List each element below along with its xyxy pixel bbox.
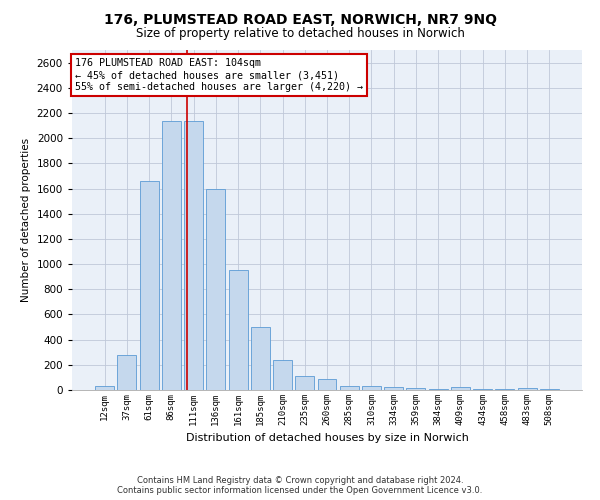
Bar xyxy=(451,388,470,390)
X-axis label: Distribution of detached houses by size in Norwich: Distribution of detached houses by size … xyxy=(185,434,469,444)
Bar xyxy=(317,378,337,390)
Y-axis label: Number of detached properties: Number of detached properties xyxy=(21,138,31,302)
Bar xyxy=(229,270,248,390)
Bar xyxy=(340,386,359,390)
Bar xyxy=(140,181,158,390)
Bar xyxy=(518,388,536,390)
Text: 176 PLUMSTEAD ROAD EAST: 104sqm
← 45% of detached houses are smaller (3,451)
55%: 176 PLUMSTEAD ROAD EAST: 104sqm ← 45% of… xyxy=(74,58,362,92)
Bar xyxy=(295,376,314,390)
Text: 176, PLUMSTEAD ROAD EAST, NORWICH, NR7 9NQ: 176, PLUMSTEAD ROAD EAST, NORWICH, NR7 9… xyxy=(104,12,497,26)
Bar xyxy=(118,354,136,390)
Text: Contains public sector information licensed under the Open Government Licence v3: Contains public sector information licen… xyxy=(118,486,482,495)
Bar xyxy=(95,386,114,390)
Text: Contains HM Land Registry data © Crown copyright and database right 2024.: Contains HM Land Registry data © Crown c… xyxy=(137,476,463,485)
Bar xyxy=(362,386,381,390)
Bar xyxy=(251,327,270,390)
Bar xyxy=(184,120,203,390)
Bar xyxy=(406,388,425,390)
Bar xyxy=(273,360,292,390)
Text: Size of property relative to detached houses in Norwich: Size of property relative to detached ho… xyxy=(136,28,464,40)
Bar xyxy=(162,120,181,390)
Bar xyxy=(384,388,403,390)
Bar xyxy=(206,188,225,390)
